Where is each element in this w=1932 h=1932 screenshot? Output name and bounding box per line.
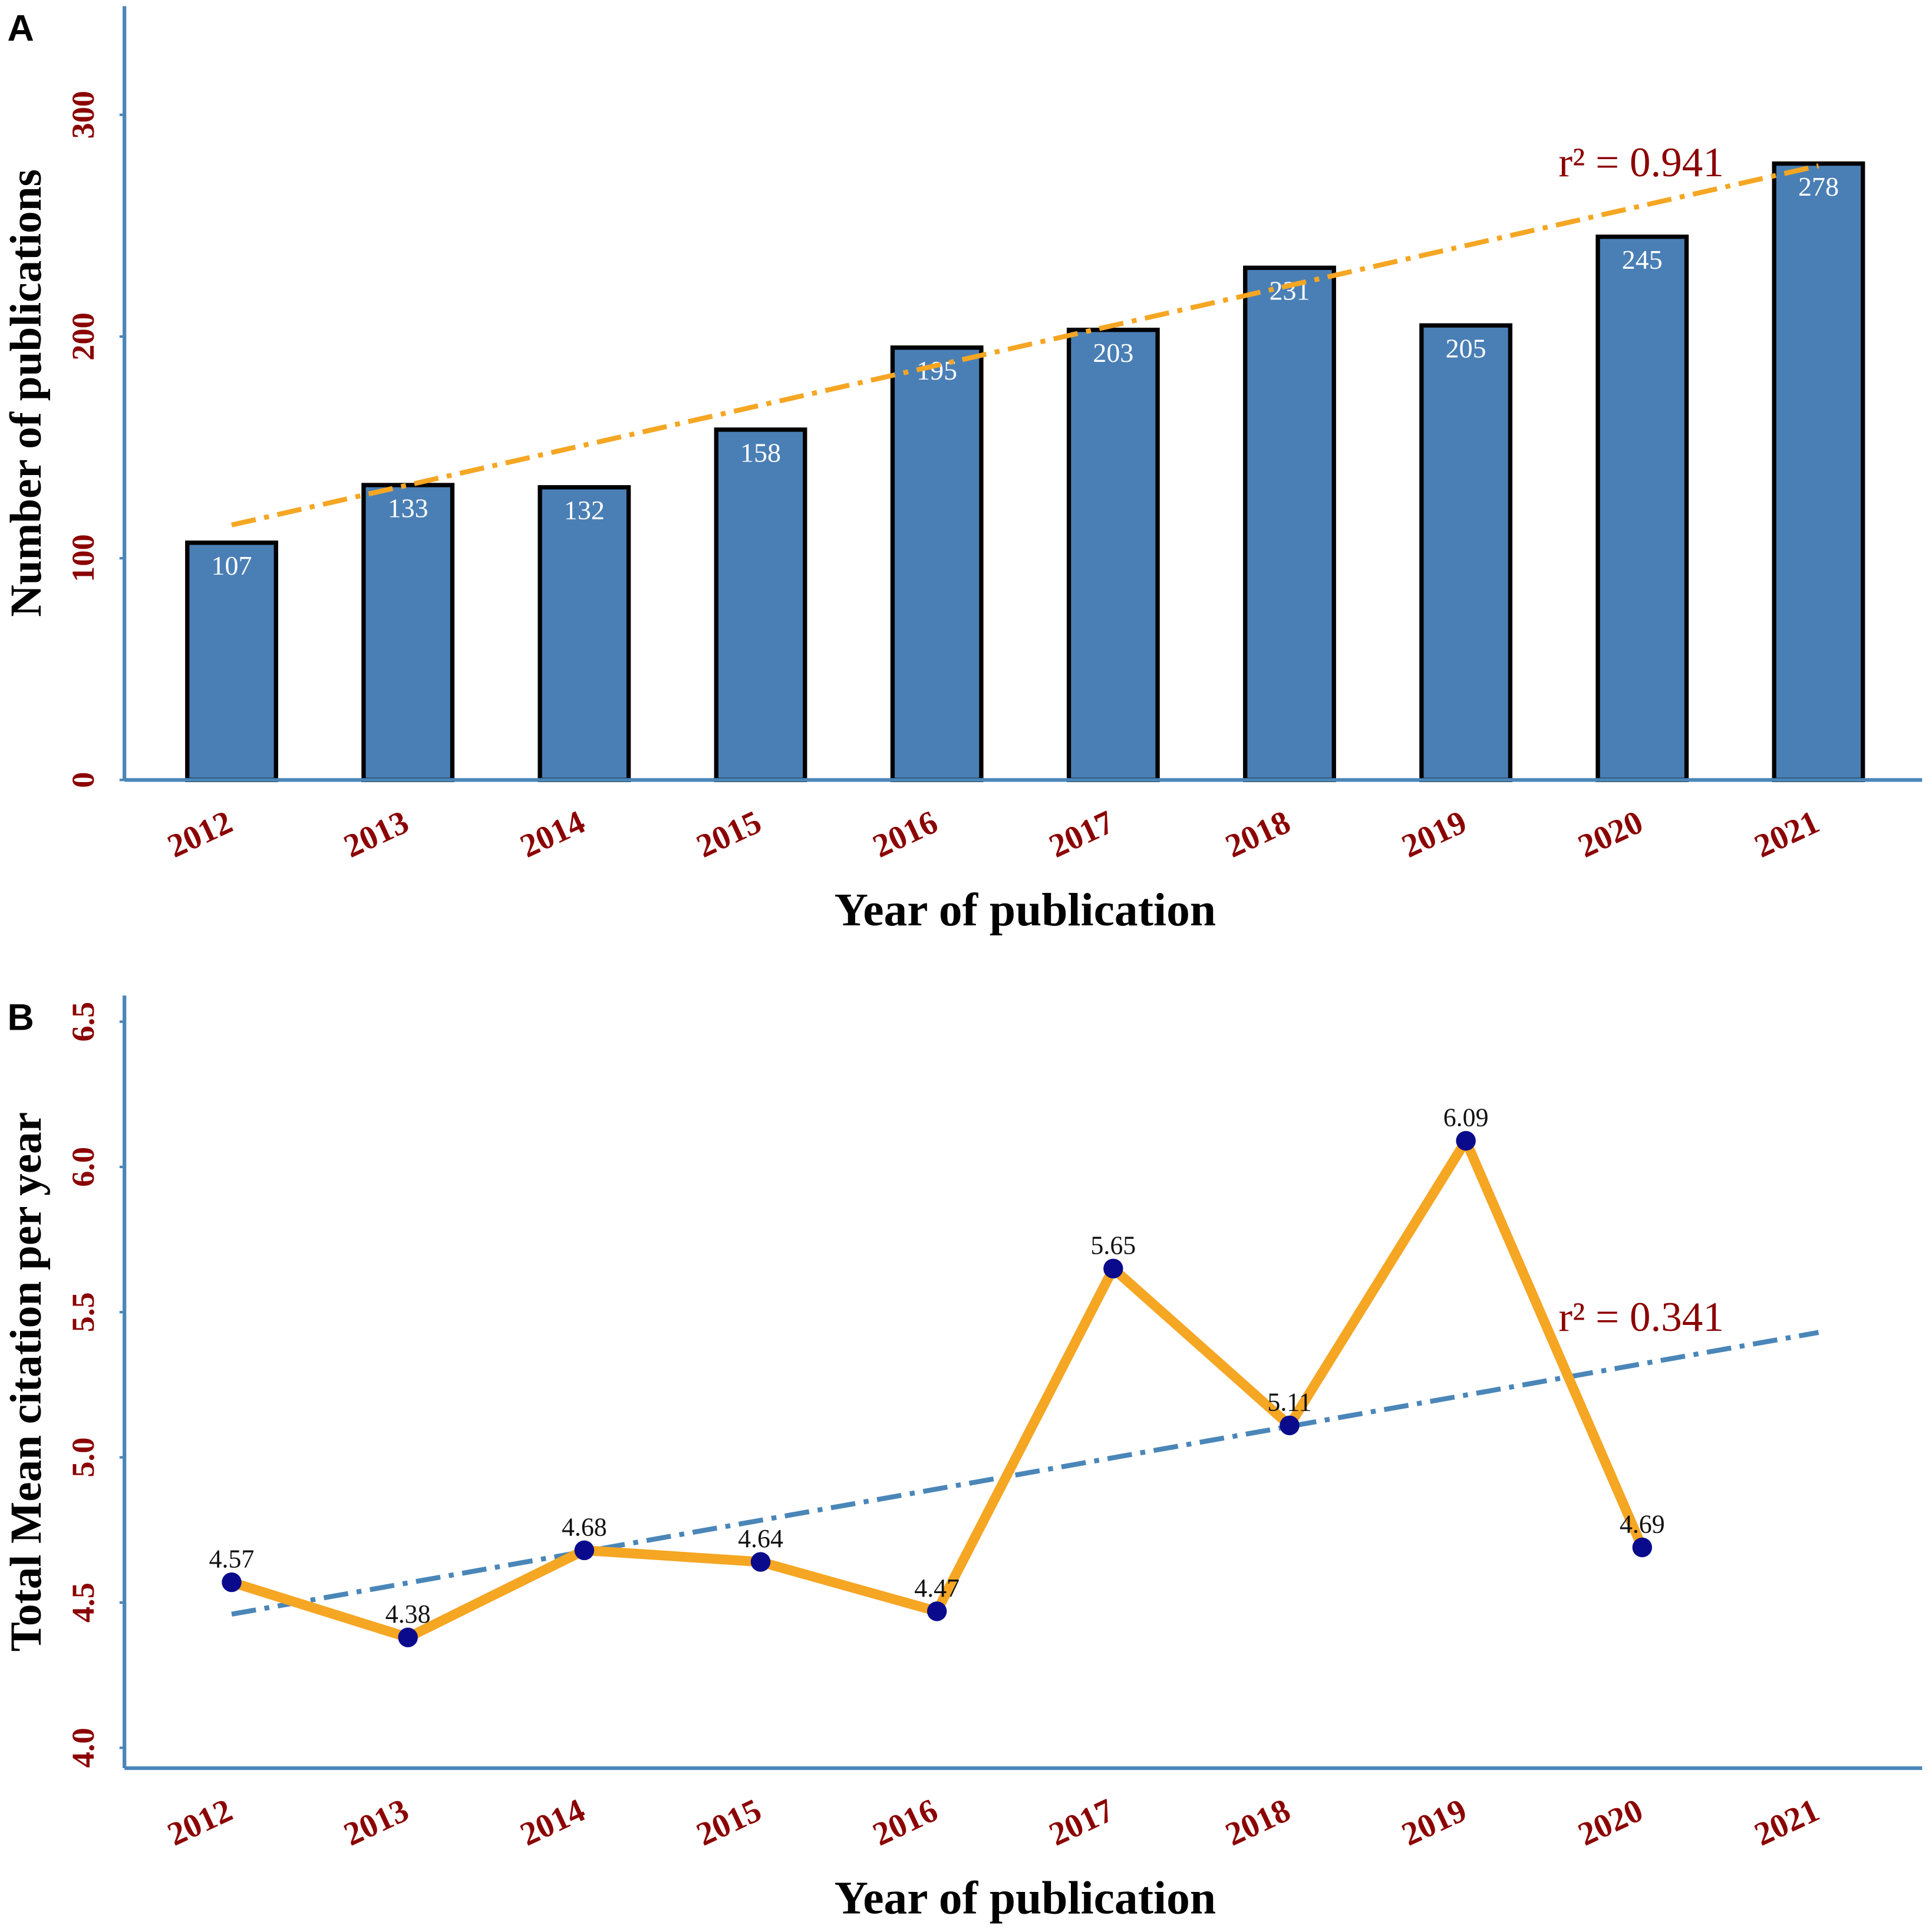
data-label: 5.65 [1090, 1231, 1136, 1260]
data-label: 4.57 [209, 1545, 255, 1573]
panel-label: B [8, 997, 34, 1038]
x-tick-label: 2012 [162, 804, 238, 865]
x-tick-label: 2016 [868, 1792, 944, 1853]
bar [361, 483, 455, 782]
panel-label: A [8, 8, 34, 49]
x-tick-label: 2019 [1396, 1792, 1472, 1853]
data-label: 158 [740, 437, 781, 467]
data-label: 5.11 [1267, 1388, 1311, 1416]
data-label: 4.68 [562, 1513, 607, 1541]
data-label: 107 [212, 550, 252, 581]
x-tick-label: 2017 [1044, 1792, 1120, 1853]
bar [1243, 265, 1336, 782]
y-tick-label: 4.5 [65, 1582, 101, 1623]
x-tick-label: 2017 [1044, 804, 1120, 865]
x-tick-label: 2016 [868, 804, 944, 865]
line [230, 1136, 1647, 1643]
data-label: 133 [388, 493, 428, 523]
trend-line [231, 1330, 1819, 1617]
y-axis-title: Number of publications [2, 169, 51, 617]
bar [714, 427, 807, 782]
y-tick-label: 6.0 [65, 1147, 101, 1187]
x-tick-label: 2014 [515, 1792, 591, 1853]
marker [750, 1552, 771, 1572]
bar [890, 345, 984, 782]
x-tick-label: 2015 [691, 1792, 767, 1853]
marker [1632, 1537, 1653, 1558]
annotation: r² = 0.341 [1558, 1294, 1723, 1340]
y-tick-label: 6.5 [65, 1002, 101, 1042]
x-tick-label: 2019 [1396, 804, 1472, 865]
data-label: 6.09 [1443, 1103, 1489, 1132]
data-label: 205 [1446, 334, 1486, 364]
y-axis-title: Total Mean citation per year [2, 1112, 51, 1651]
x-tick-label: 2018 [1220, 1792, 1296, 1853]
marker [1456, 1130, 1476, 1151]
bar [1772, 161, 1865, 782]
x-tick-label: 2021 [1749, 1792, 1825, 1853]
marker [927, 1601, 947, 1621]
y-tick-label: 200 [65, 312, 101, 361]
x-tick-label: 2014 [515, 804, 591, 865]
y-tick-label: 4.0 [65, 1727, 101, 1768]
data-label: 132 [564, 495, 605, 525]
x-axis-title: Year of publication [835, 1872, 1216, 1924]
data-label: 278 [1798, 172, 1839, 202]
y-tick-label: 5.5 [65, 1292, 101, 1332]
data-label: 4.47 [914, 1574, 960, 1603]
bar [1419, 323, 1513, 782]
x-tick-label: 2021 [1749, 804, 1825, 865]
data-label: 4.38 [385, 1600, 431, 1628]
annotation: r² = 0.941 [1558, 140, 1723, 186]
data-label: 4.69 [1620, 1510, 1665, 1538]
bar [185, 540, 278, 782]
x-tick-label: 2020 [1572, 1792, 1649, 1853]
y-tick-label: 5.0 [65, 1438, 101, 1478]
x-tick-label: 2013 [338, 1792, 414, 1853]
y-tick-label: 300 [65, 91, 101, 139]
x-tick-label: 2018 [1220, 804, 1296, 865]
y-tick-label: 100 [65, 534, 101, 582]
x-tick-label: 2015 [691, 804, 767, 865]
x-tick-label: 2013 [338, 804, 414, 865]
bar [1595, 235, 1689, 782]
marker [398, 1627, 418, 1647]
x-tick-label: 2020 [1572, 804, 1649, 865]
x-axis-title: Year of publication [835, 884, 1216, 936]
marker [222, 1572, 242, 1593]
bar [1066, 328, 1160, 782]
y-tick-label: 0 [65, 772, 101, 788]
data-label: 4.64 [738, 1525, 783, 1553]
marker [1280, 1415, 1300, 1436]
marker [574, 1540, 595, 1561]
data-label: 245 [1622, 245, 1663, 275]
bar [538, 485, 631, 782]
trend-line [231, 163, 1819, 527]
x-tick-label: 2012 [162, 1792, 238, 1853]
data-label: 203 [1093, 338, 1133, 368]
marker [1103, 1258, 1123, 1279]
